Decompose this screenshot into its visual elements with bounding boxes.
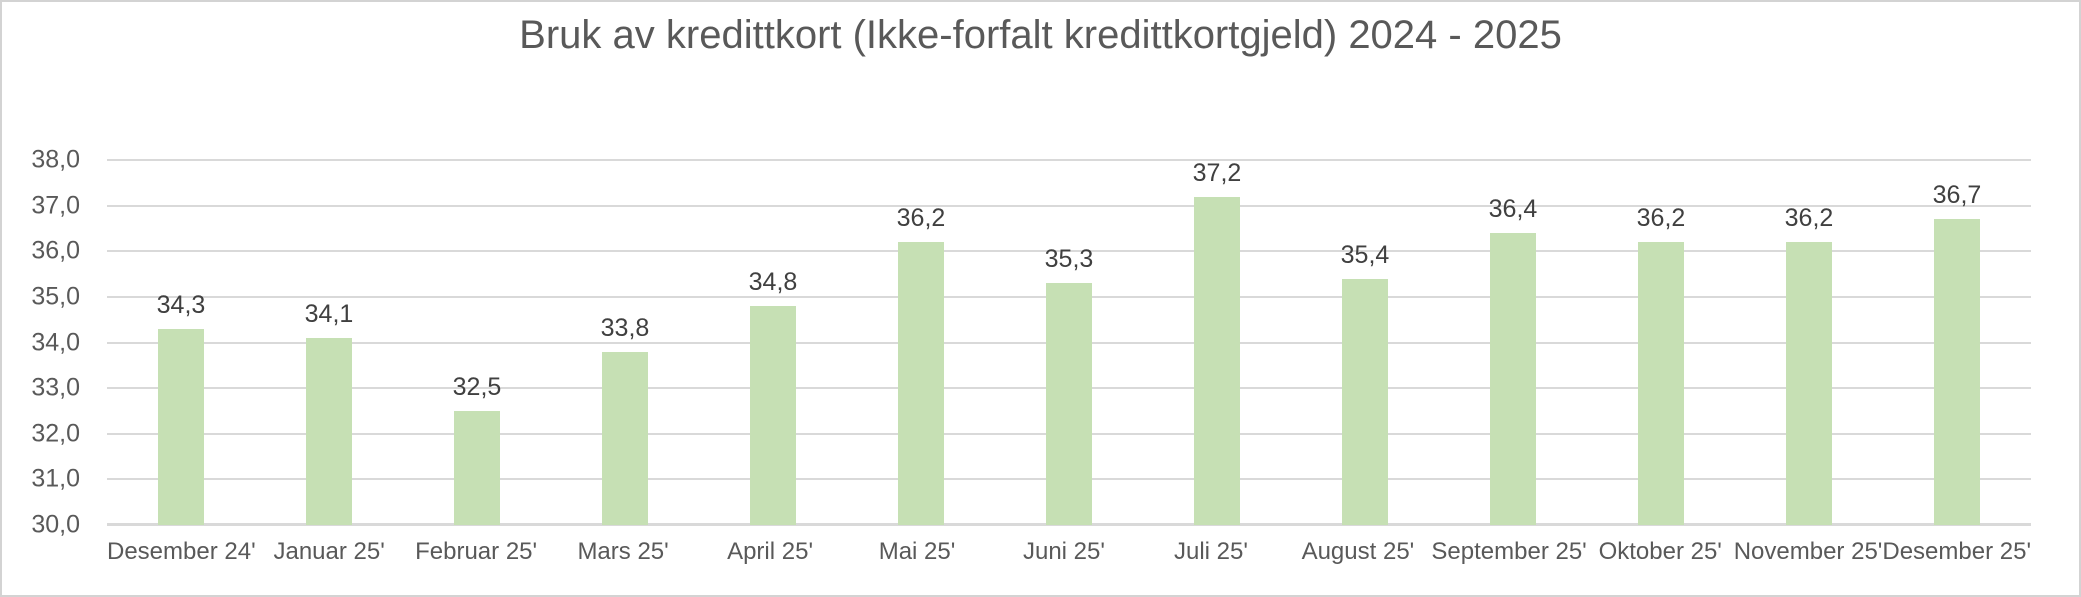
- x-axis-category-label: Desember 24': [107, 538, 256, 565]
- bar[interactable]: [602, 351, 648, 525]
- y-axis-tick-label: 30,0: [31, 510, 80, 539]
- y-axis-labels: 30,0 31,0 32,0 33,0 34,0 35,0 36,0 37,0 38,0: [7, 146, 80, 539]
- bar-data-label: 32,5: [452, 372, 502, 401]
- bar[interactable]: [898, 242, 944, 525]
- x-axis-category-label: Juni 25': [1022, 538, 1105, 565]
- bar-slot: 37,2: [1143, 158, 1291, 525]
- x-axis-category-label: Mai 25': [878, 538, 956, 565]
- bar[interactable]: [750, 306, 796, 525]
- x-axis-category-label: November 25': [1733, 538, 1883, 565]
- bar-data-label: 34,3: [156, 290, 206, 319]
- x-axis-category-label: April 25': [727, 538, 814, 565]
- bar-data-label: 35,4: [1340, 240, 1390, 269]
- y-axis-tick-label: 37,0: [31, 191, 80, 220]
- bar[interactable]: [1490, 233, 1536, 525]
- bar-data-label: 36,4: [1488, 195, 1538, 223]
- bar-slot: 33,8: [551, 160, 699, 525]
- bar-data-label: 36,2: [896, 204, 946, 233]
- y-axis-tick-label: 33,0: [31, 373, 80, 402]
- gridline: [107, 159, 2031, 161]
- chart-title: Bruk av kredittkort (Ikke-forfalt kredit…: [519, 13, 1562, 57]
- gridline: [107, 250, 2031, 253]
- x-axis-labels: Desember 24' Januar 25' Februar 25' Mars 25…: [107, 538, 2031, 566]
- x-axis-category-label: Juli 25': [1173, 538, 1248, 565]
- bar-data-label: 34,1: [304, 299, 354, 328]
- gridline: [107, 204, 2031, 207]
- bar-data-label: 35,3: [1044, 245, 1094, 274]
- x-axis-category-label: Mars 25': [577, 538, 669, 565]
- bar[interactable]: [1934, 219, 1980, 525]
- bar-slot: 34,1: [255, 160, 403, 525]
- y-axis-tick-label: 38,0: [31, 145, 80, 174]
- x-axis-category-label: Desember 25': [1882, 538, 2032, 565]
- plot-area: 30,0 31,0 32,0 33,0 34,0 35,0 36,0 37,0 38,0 34,…: [31, 146, 2031, 566]
- bar-slot: 36,2: [847, 160, 995, 525]
- bar-data-label: 34,8: [748, 268, 798, 296]
- x-axis-category-label: Februar 25': [415, 538, 538, 565]
- bar[interactable]: [1046, 283, 1092, 525]
- bar[interactable]: [1194, 196, 1240, 525]
- bar-slot: 34,8: [699, 160, 847, 525]
- bar[interactable]: [306, 337, 352, 525]
- bar-slot: 32,5: [403, 160, 551, 525]
- bar[interactable]: [1638, 242, 1684, 525]
- y-axis-tick-label: 36,0: [31, 236, 80, 265]
- x-axis-category-label: Oktober 25': [1598, 538, 1722, 565]
- bar-data-label: 37,2: [1192, 158, 1242, 187]
- bar[interactable]: [158, 328, 204, 525]
- x-axis-category-label: Januar 25': [273, 538, 385, 565]
- bar-series: 34,3 34,1 32,5 33,8 34,8 36,2 35,3 37,2 35,4 36,4…: [107, 158, 2031, 525]
- bar-data-label: 36,2: [1784, 204, 1834, 233]
- bar-data-label: 36,7: [1932, 181, 1982, 210]
- bar[interactable]: [454, 410, 500, 525]
- bar-slot: 36,2: [1735, 160, 1883, 525]
- x-axis-category-label: September 25': [1431, 538, 1587, 565]
- bar-slot: 34,3: [107, 160, 255, 525]
- bar-slot: 35,4: [1291, 160, 1439, 525]
- x-axis-category-label: August 25': [1301, 538, 1415, 565]
- y-axis-tick-label: 31,0: [31, 464, 80, 493]
- bar-slot: 36,2: [1587, 160, 1735, 525]
- bar-data-label: 36,2: [1636, 204, 1686, 233]
- y-axis-tick-label: 32,0: [31, 419, 80, 448]
- y-axis-tick-label: 34,0: [31, 328, 80, 356]
- bar-data-label: 33,8: [600, 313, 650, 342]
- y-axis-tick-label: 35,0: [31, 282, 80, 311]
- bar-slot: 36,7: [1883, 160, 2031, 525]
- bar-slot: 35,3: [995, 160, 1143, 525]
- bar[interactable]: [1342, 278, 1388, 525]
- bar[interactable]: [1786, 242, 1832, 525]
- bar-slot: 36,4: [1439, 160, 1587, 525]
